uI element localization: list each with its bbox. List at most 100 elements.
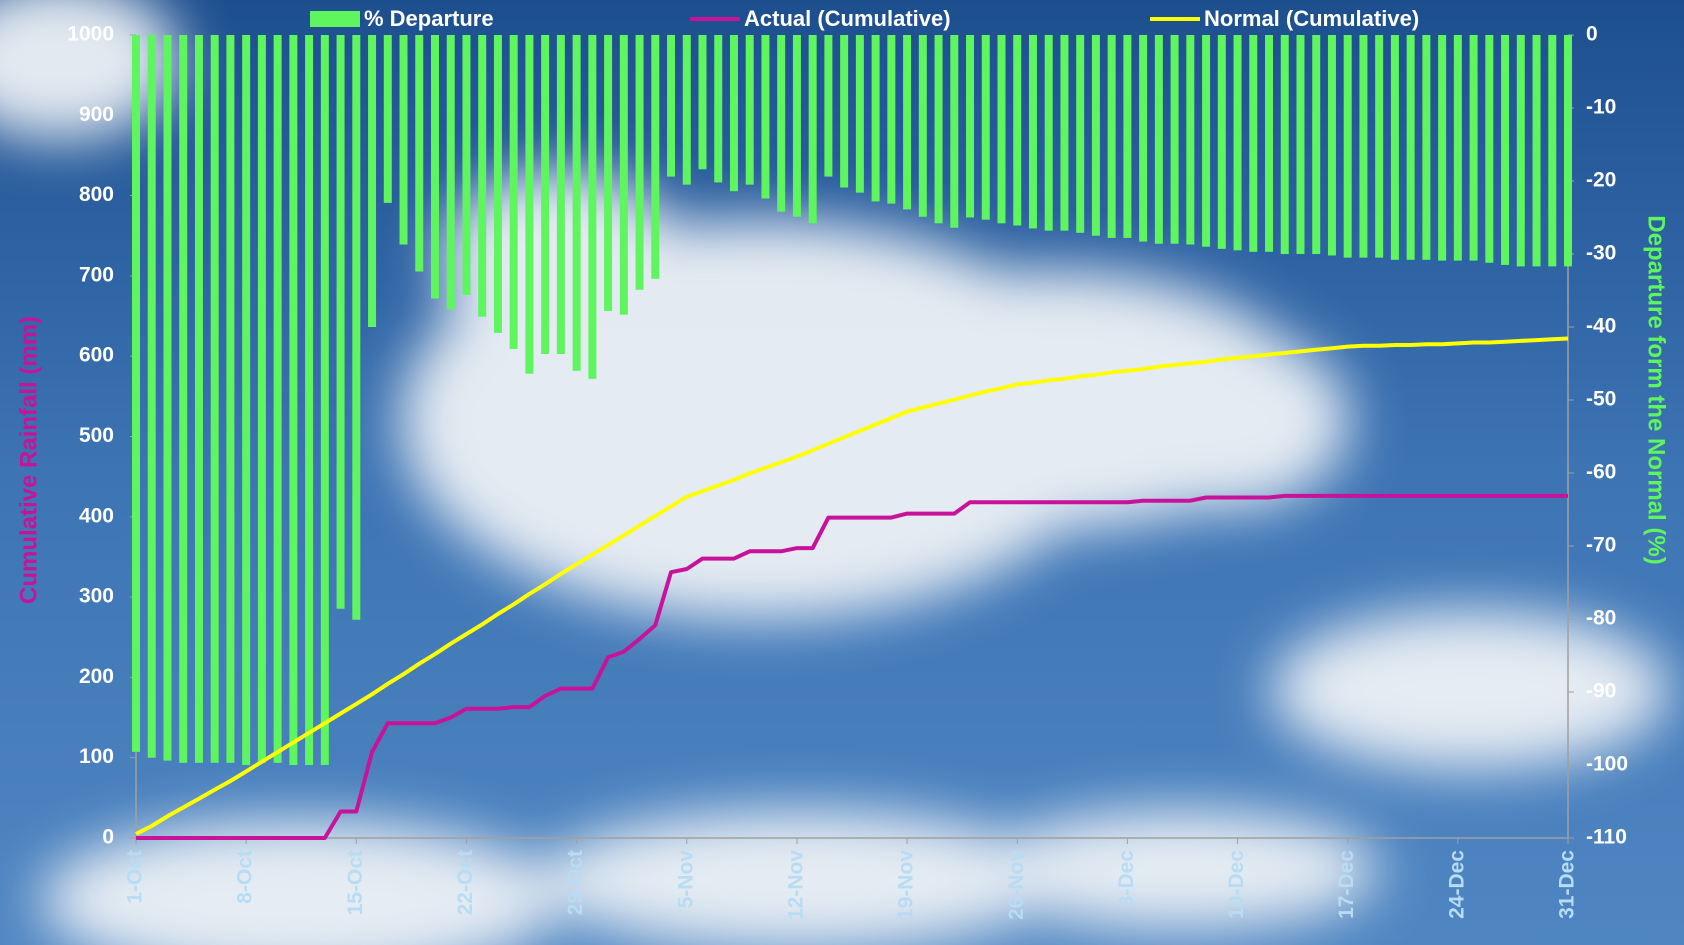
bar <box>1532 35 1541 267</box>
bar <box>950 35 959 228</box>
x-tick-label: 1-Oct <box>124 850 147 904</box>
bar <box>1375 35 1384 258</box>
bar <box>871 35 880 202</box>
cloud <box>980 810 1380 930</box>
bar <box>855 35 864 193</box>
bar <box>761 35 770 199</box>
x-tick-label: 24-Dec <box>1445 850 1468 919</box>
bar <box>588 35 597 379</box>
bar <box>1564 35 1572 267</box>
bar <box>651 35 660 279</box>
y-tick-label: 200 <box>79 665 114 688</box>
y-tick-label: 800 <box>79 183 114 206</box>
y2-tick-label: -90 <box>1586 680 1616 703</box>
bar <box>635 35 644 290</box>
y-axis-title: Cumulative Rainfall (mm) <box>15 316 42 604</box>
bar <box>415 35 424 272</box>
bar <box>1154 35 1163 244</box>
bar <box>1044 35 1053 231</box>
x-tick-label: 17-Dec <box>1335 850 1358 919</box>
bar <box>1501 35 1510 265</box>
y-tick-label: 600 <box>79 344 114 367</box>
bar <box>1233 35 1242 251</box>
bar <box>163 35 172 761</box>
cloud <box>540 810 1060 945</box>
bar <box>336 35 345 609</box>
bar <box>1469 35 1478 261</box>
x-tick-label: 10-Dec <box>1225 850 1248 919</box>
bar <box>1249 35 1258 252</box>
legend-label: % Departure <box>364 6 494 31</box>
bar <box>368 35 377 327</box>
cloud <box>1270 610 1670 770</box>
bar <box>840 35 849 188</box>
bar <box>478 35 487 317</box>
y2-tick-label: 0 <box>1586 23 1598 46</box>
x-tick-label: 5-Nov <box>674 850 697 909</box>
bar <box>1028 35 1037 229</box>
legend-swatch <box>310 11 360 27</box>
bar <box>1265 35 1274 252</box>
bar <box>1060 35 1069 231</box>
bar <box>1422 35 1431 260</box>
bar <box>572 35 581 371</box>
bar <box>273 35 282 763</box>
y-tick-label: 1000 <box>67 23 114 46</box>
bar <box>997 35 1006 224</box>
bar <box>1170 35 1179 244</box>
y2-tick-label: -40 <box>1586 315 1616 338</box>
bar <box>808 35 817 224</box>
bar <box>462 35 471 295</box>
bar <box>556 35 565 355</box>
x-tick-label: 12-Nov <box>784 850 807 920</box>
bar <box>399 35 408 245</box>
x-tick-label: 3-Dec <box>1115 850 1138 908</box>
x-tick-label: 15-Oct <box>344 850 367 915</box>
y2-tick-label: -60 <box>1586 461 1616 484</box>
y2-tick-label: -110 <box>1586 826 1627 849</box>
bar <box>918 35 927 217</box>
bar <box>132 35 140 752</box>
y2-tick-label: -100 <box>1586 753 1628 776</box>
bar <box>446 35 455 310</box>
line <box>136 493 1568 840</box>
bar <box>1359 35 1368 258</box>
bar <box>525 35 534 374</box>
bar <box>745 35 754 185</box>
bar <box>1327 35 1336 256</box>
bar <box>226 35 235 763</box>
x-tick-label: 29-Oct <box>564 850 587 915</box>
bar <box>1091 35 1100 236</box>
cloud <box>1090 330 1350 510</box>
bar <box>682 35 691 185</box>
cloud <box>40 820 560 945</box>
bar <box>1076 35 1085 233</box>
bar <box>619 35 628 315</box>
bar <box>1312 35 1321 254</box>
y2-tick-label: -70 <box>1586 534 1616 557</box>
y-tick-label: 500 <box>79 424 114 447</box>
bar <box>934 35 943 224</box>
y-tick-label: 0 <box>102 826 114 849</box>
bar <box>792 35 801 217</box>
y-tick-label: 300 <box>79 585 114 608</box>
line <box>135 336 1569 836</box>
bar <box>1013 35 1022 226</box>
x-tick-label: 31-Dec <box>1556 850 1579 919</box>
legend-label: Actual (Cumulative) <box>744 6 951 31</box>
bar <box>887 35 896 204</box>
bar <box>966 35 975 218</box>
bar <box>242 35 251 765</box>
bar <box>194 35 203 763</box>
bar <box>824 35 833 177</box>
bar <box>1123 35 1132 238</box>
bar <box>352 35 361 620</box>
y2-tick-label: -20 <box>1586 169 1616 192</box>
bar <box>1343 35 1352 258</box>
bar <box>1186 35 1195 245</box>
y2-tick-label: -10 <box>1586 96 1616 119</box>
bar <box>320 35 329 765</box>
bar <box>179 35 188 763</box>
bar <box>493 35 502 333</box>
